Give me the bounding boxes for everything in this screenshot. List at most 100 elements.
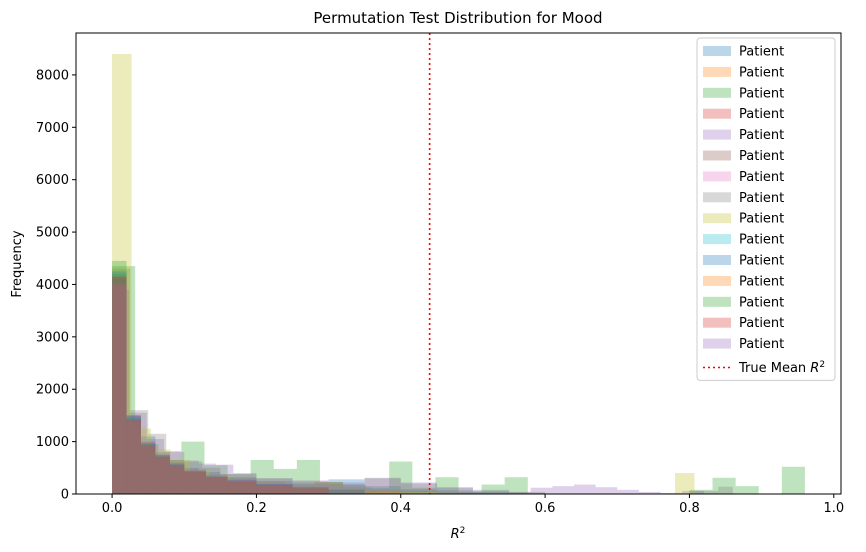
histogram-bar bbox=[164, 451, 182, 494]
histogram-bar bbox=[112, 260, 127, 494]
histogram-bar bbox=[205, 475, 228, 494]
histogram-series-1 bbox=[112, 273, 546, 494]
histogram-bar bbox=[126, 420, 141, 494]
histogram-bar bbox=[292, 488, 329, 494]
histogram-bar bbox=[205, 477, 228, 494]
histogram-bar bbox=[227, 481, 257, 494]
histogram-bar bbox=[205, 477, 228, 494]
histogram-bar bbox=[227, 480, 257, 494]
y-tick-label: 1000 bbox=[36, 435, 69, 450]
histogram-bar bbox=[285, 484, 315, 494]
histogram-bar bbox=[689, 489, 713, 494]
histogram-bar bbox=[573, 484, 596, 494]
histogram-bar bbox=[436, 490, 473, 494]
histogram-bar bbox=[256, 484, 293, 494]
histogram-bar bbox=[328, 489, 365, 494]
histogram-bar bbox=[364, 478, 401, 494]
histogram-bar bbox=[328, 482, 365, 494]
histogram-bar bbox=[112, 276, 127, 494]
histogram-bar bbox=[343, 487, 372, 494]
y-tick-label: 3000 bbox=[36, 330, 69, 345]
legend-true-mean-sup: 2 bbox=[819, 360, 825, 370]
histogram-series-7 bbox=[112, 281, 365, 494]
histogram-bar bbox=[400, 491, 437, 494]
histogram-bar bbox=[328, 489, 365, 494]
histogram-bar bbox=[112, 279, 127, 494]
histogram-bar bbox=[472, 491, 510, 494]
histogram-bar bbox=[595, 487, 618, 494]
x-tick-label: 0.2 bbox=[246, 501, 267, 516]
histogram-bar bbox=[256, 484, 293, 494]
legend-swatch bbox=[703, 87, 731, 98]
legend-label: Patient bbox=[739, 65, 784, 80]
legend-label: Patient bbox=[739, 107, 784, 122]
histogram-bar bbox=[209, 475, 229, 494]
y-axis: 0 1000 2000 3000 4000 5000 6000 7000 8000 bbox=[36, 68, 76, 503]
histogram-bar bbox=[155, 456, 170, 494]
histogram-bar bbox=[343, 485, 367, 494]
histogram-bar bbox=[126, 418, 141, 494]
histogram-series-11 bbox=[112, 271, 365, 494]
histogram-bar bbox=[400, 490, 437, 494]
legend-label: Patient bbox=[739, 191, 784, 206]
histogram-bar bbox=[227, 480, 257, 494]
histogram-bar bbox=[184, 471, 206, 494]
histogram-bar bbox=[364, 477, 401, 494]
legend-true-mean-base: True Mean bbox=[738, 361, 810, 376]
y-tick-label: 8000 bbox=[36, 68, 69, 83]
histogram-bar bbox=[256, 484, 293, 494]
histogram-bar bbox=[155, 455, 170, 494]
histogram-bar bbox=[366, 488, 390, 494]
histogram-bar bbox=[112, 266, 136, 494]
plot-area bbox=[112, 33, 805, 495]
histogram-bar bbox=[735, 486, 759, 494]
histogram-bar bbox=[364, 490, 401, 494]
histogram-bar bbox=[198, 463, 217, 494]
histogram-bar bbox=[184, 471, 206, 494]
histogram-series-10 bbox=[112, 279, 329, 494]
histogram-bar bbox=[126, 420, 141, 494]
histogram-bar bbox=[371, 489, 401, 494]
histogram-bar bbox=[190, 470, 210, 494]
histogram-bar bbox=[184, 471, 206, 494]
histogram-bar bbox=[617, 489, 639, 494]
histogram-bar bbox=[530, 487, 553, 494]
histogram-bar bbox=[166, 452, 185, 494]
legend-swatch bbox=[703, 213, 731, 224]
histogram-bar bbox=[169, 462, 185, 494]
histogram-bar bbox=[233, 473, 257, 494]
histogram-bar bbox=[256, 480, 293, 494]
histogram-bar bbox=[155, 456, 170, 494]
histogram-bar bbox=[256, 483, 293, 494]
histogram-bar bbox=[140, 446, 156, 494]
histogram-bar bbox=[112, 279, 127, 494]
histogram-bar bbox=[472, 489, 510, 494]
histogram-bar bbox=[227, 480, 257, 494]
histogram-bar bbox=[256, 485, 293, 494]
legend-swatch bbox=[703, 46, 731, 56]
x-tick-label: 0.6 bbox=[535, 501, 556, 516]
y-tick-label: 5000 bbox=[36, 226, 69, 241]
histogram-bar bbox=[140, 444, 156, 494]
histogram-bar bbox=[328, 490, 365, 494]
histogram-bar bbox=[256, 478, 293, 494]
histogram-bar bbox=[126, 418, 141, 494]
histogram-bar bbox=[112, 271, 127, 494]
histogram-bar bbox=[296, 459, 320, 494]
legend-label: Patient bbox=[739, 316, 784, 331]
chart-title: Permutation Test Distribution for Mood bbox=[313, 9, 602, 27]
histogram-bar bbox=[227, 478, 257, 494]
histogram-bar bbox=[436, 487, 473, 494]
legend-swatch bbox=[703, 129, 731, 140]
histogram-bar bbox=[184, 468, 206, 494]
histogram-bar bbox=[126, 415, 141, 494]
histogram-bar bbox=[314, 481, 344, 494]
histogram-bar bbox=[256, 478, 293, 494]
histogram-bar bbox=[170, 459, 191, 494]
histogram-bar bbox=[112, 284, 127, 494]
histogram-bar bbox=[140, 444, 156, 494]
histogram-series-9 bbox=[112, 53, 695, 495]
histogram-bar bbox=[227, 480, 257, 494]
histogram-bar bbox=[112, 268, 131, 494]
